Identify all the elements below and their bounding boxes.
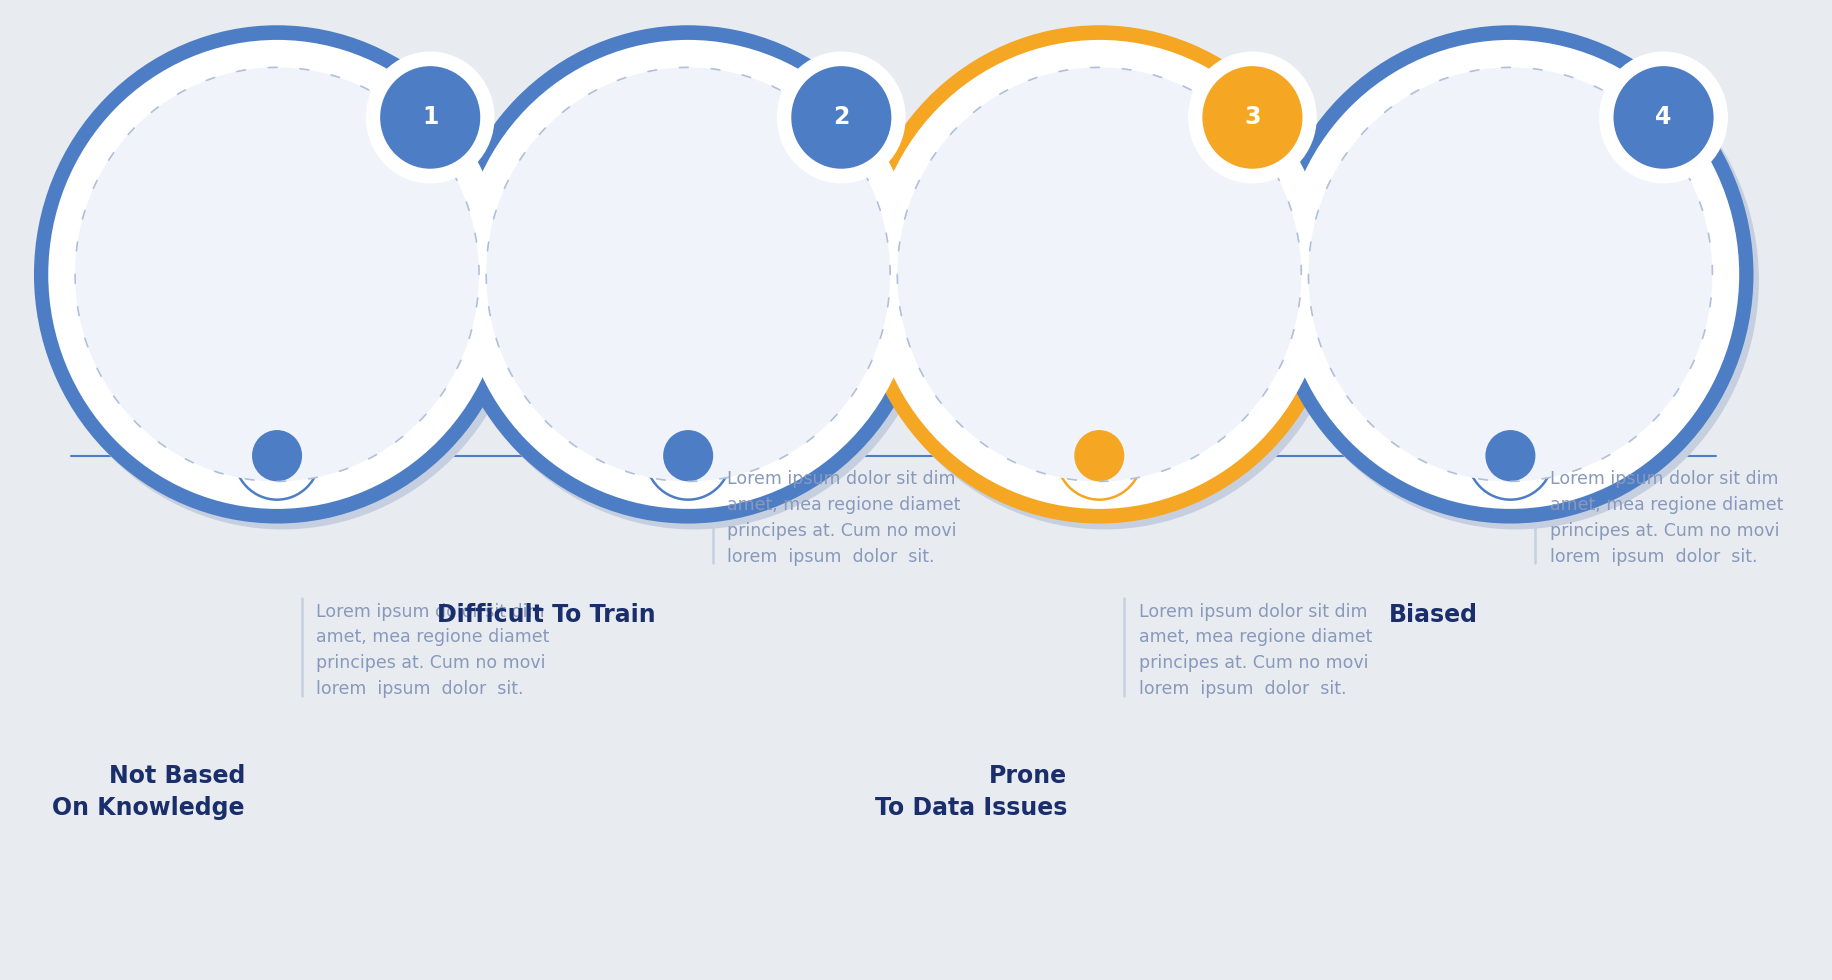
Text: Prone
To Data Issues: Prone To Data Issues xyxy=(874,764,1066,820)
Text: 3: 3 xyxy=(1244,106,1260,129)
Ellipse shape xyxy=(253,430,302,481)
Ellipse shape xyxy=(1293,53,1728,496)
Ellipse shape xyxy=(645,412,731,500)
Ellipse shape xyxy=(35,25,520,523)
Ellipse shape xyxy=(1614,66,1713,169)
Text: Difficult To Train: Difficult To Train xyxy=(438,603,656,626)
Ellipse shape xyxy=(366,52,495,183)
Ellipse shape xyxy=(445,25,931,523)
Ellipse shape xyxy=(856,25,1343,523)
Ellipse shape xyxy=(38,31,526,529)
Ellipse shape xyxy=(1074,430,1125,481)
Ellipse shape xyxy=(870,40,1328,509)
Ellipse shape xyxy=(473,53,905,496)
Ellipse shape xyxy=(75,68,478,481)
Ellipse shape xyxy=(1308,68,1713,481)
Ellipse shape xyxy=(1599,52,1728,183)
Text: 4: 4 xyxy=(1656,106,1673,129)
Ellipse shape xyxy=(48,40,506,509)
Ellipse shape xyxy=(1202,66,1303,169)
Ellipse shape xyxy=(883,53,1315,496)
Ellipse shape xyxy=(663,430,713,481)
Text: Lorem ipsum dolor sit dim
amet, mea regione diamet
principes at. Cum no movi
lor: Lorem ipsum dolor sit dim amet, mea regi… xyxy=(1140,603,1372,698)
Ellipse shape xyxy=(381,66,480,169)
Ellipse shape xyxy=(485,68,890,481)
Ellipse shape xyxy=(60,53,493,496)
Ellipse shape xyxy=(451,31,936,529)
Text: Not Based
On Knowledge: Not Based On Knowledge xyxy=(53,764,245,820)
Ellipse shape xyxy=(1467,412,1554,500)
Ellipse shape xyxy=(1189,52,1317,183)
Text: Lorem ipsum dolor sit dim
amet, mea regione diamet
principes at. Cum no movi
lor: Lorem ipsum dolor sit dim amet, mea regi… xyxy=(1550,470,1783,565)
Ellipse shape xyxy=(1486,430,1535,481)
Ellipse shape xyxy=(777,52,905,183)
Ellipse shape xyxy=(861,31,1348,529)
Text: 1: 1 xyxy=(421,106,438,129)
Ellipse shape xyxy=(898,68,1301,481)
Text: Lorem ipsum dolor sit dim
amet, mea regione diamet
principes at. Cum no movi
lor: Lorem ipsum dolor sit dim amet, mea regi… xyxy=(727,470,960,565)
Ellipse shape xyxy=(791,66,892,169)
Ellipse shape xyxy=(1282,40,1739,509)
Ellipse shape xyxy=(234,412,321,500)
Text: Biased: Biased xyxy=(1389,603,1478,626)
Ellipse shape xyxy=(1273,31,1759,529)
Ellipse shape xyxy=(1057,412,1141,500)
Text: Lorem ipsum dolor sit dim
amet, mea regione diamet
principes at. Cum no movi
lor: Lorem ipsum dolor sit dim amet, mea regi… xyxy=(317,603,550,698)
Text: 2: 2 xyxy=(834,106,850,129)
Ellipse shape xyxy=(1268,25,1753,523)
Ellipse shape xyxy=(460,40,918,509)
